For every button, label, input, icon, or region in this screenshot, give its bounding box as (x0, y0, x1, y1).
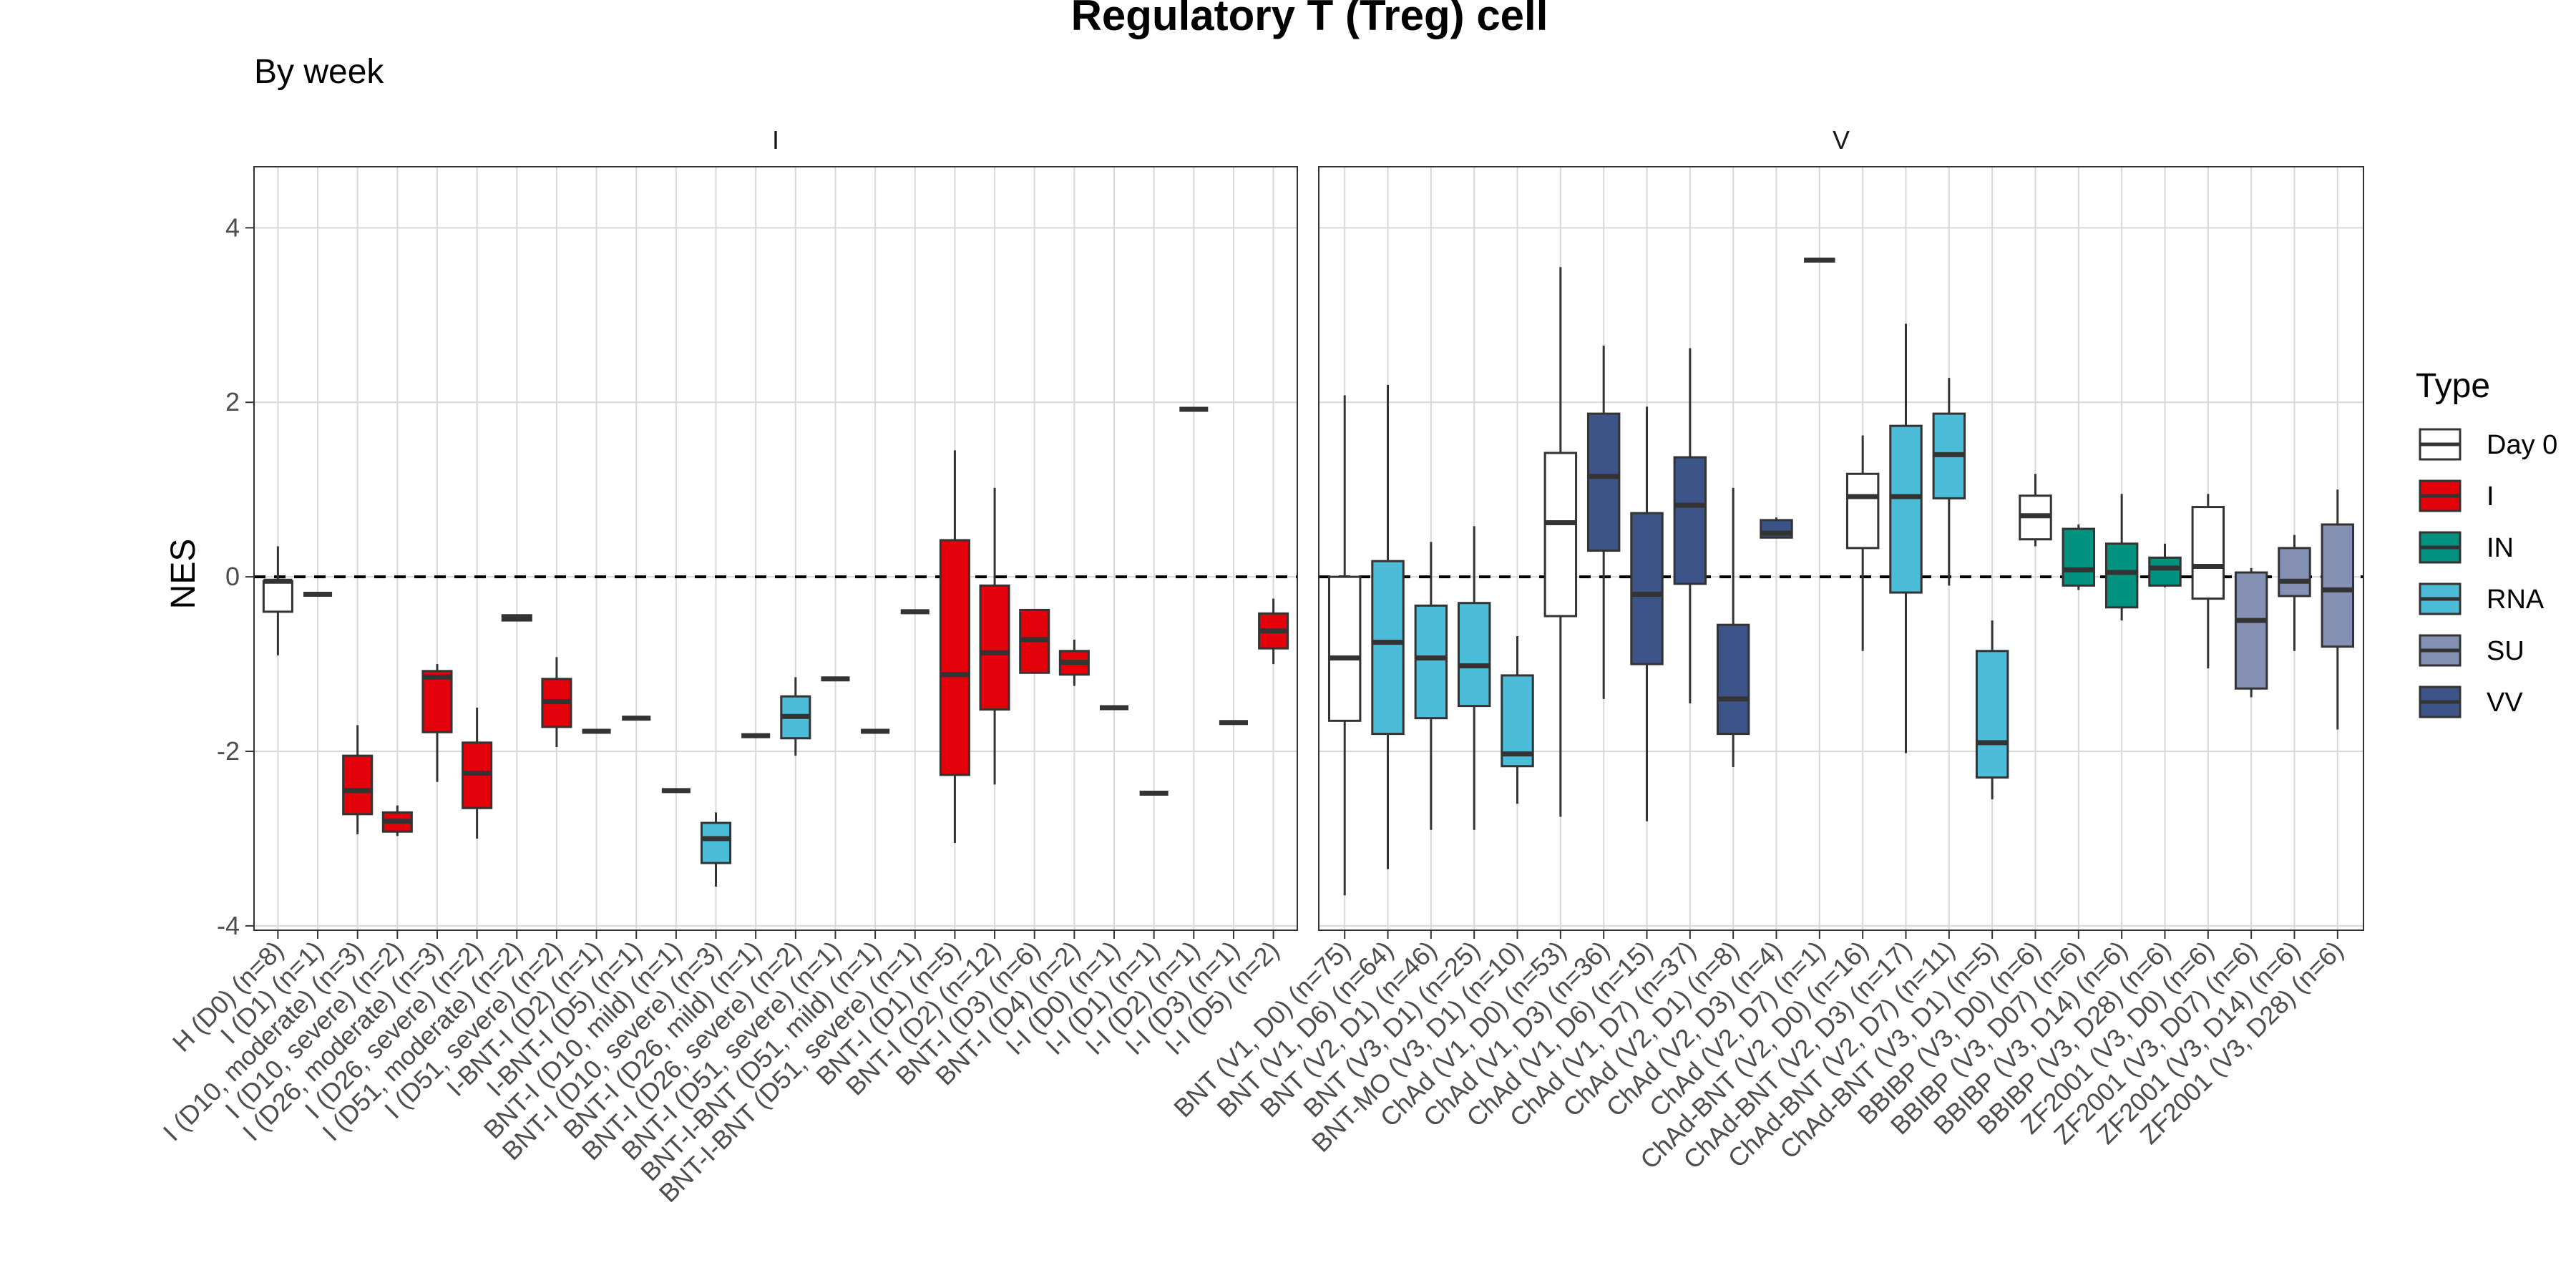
box-body (2191, 506, 2225, 600)
box-1-10 (1760, 517, 1793, 539)
box-0-5 (462, 708, 493, 839)
box-1-6 (1586, 345, 1621, 699)
legend-label: IN (2487, 533, 2514, 563)
box-1-8 (1673, 348, 1707, 703)
box-body (1673, 456, 1707, 585)
box-0-3 (381, 805, 413, 836)
box-0-13 (780, 677, 811, 756)
box-1-20 (2191, 494, 2225, 669)
box-body (1371, 560, 1405, 736)
box-body (2104, 542, 2139, 609)
box-body (1414, 604, 1448, 720)
box-body (700, 821, 732, 864)
box-body (421, 670, 453, 733)
box-1-21 (2234, 567, 2268, 698)
y-axis-label: NES (165, 539, 203, 610)
box-1-15 (1975, 620, 2009, 800)
box-1-16 (2019, 474, 2052, 547)
panel-background (1319, 167, 2363, 930)
legend-item: RNA (2419, 582, 2545, 615)
legend-item: IN (2419, 531, 2514, 564)
box-0-6 (501, 614, 532, 622)
panel-border (253, 166, 1298, 931)
box-1-14 (1932, 378, 1966, 586)
box-1-13 (1889, 323, 1923, 753)
box-body (1586, 412, 1621, 552)
box-body (1501, 674, 1534, 768)
legend-label: RNA (2487, 585, 2545, 615)
box-body (1630, 512, 1664, 665)
box-1-19 (2148, 543, 2182, 587)
box-body (2321, 523, 2355, 648)
box-body (939, 539, 970, 776)
legend-item: SU (2419, 634, 2524, 667)
box-1-18 (2104, 494, 2139, 621)
legend-item: I (2419, 479, 2494, 512)
box-1-4 (1501, 636, 1534, 804)
chart-title: Regulatory T (Treg) cell (1071, 0, 1548, 39)
box-1-22 (2278, 535, 2311, 651)
box-body (1457, 602, 1491, 708)
y-tick-label: 2 (225, 387, 240, 416)
box-body (2062, 527, 2096, 587)
box-0-2 (342, 725, 374, 834)
box-body (262, 580, 293, 613)
y-tick-label: -2 (217, 736, 240, 766)
box-1-7 (1630, 406, 1664, 821)
y-tick-label: 4 (225, 213, 240, 242)
legend: Type Day 0 I IN RNA SU VV (2416, 367, 2557, 718)
panel-1: BNT (V1, D0) (n=75)BNT (V1, D6) (n=64)BN… (1168, 125, 2364, 1174)
legend-label: SU (2487, 636, 2524, 666)
y-tick-label: 0 (225, 562, 240, 591)
y-tick-label: -4 (217, 911, 240, 940)
box-body (979, 584, 1010, 711)
box-body (2278, 547, 2311, 597)
box-0-7 (541, 657, 572, 747)
box-0-25 (1258, 598, 1289, 665)
panel-border (1318, 166, 2364, 931)
box-0-11 (700, 812, 732, 887)
box-1-17 (2062, 524, 2096, 590)
box-body (2148, 556, 2182, 587)
box-1-5 (1543, 267, 1578, 817)
box-body (2234, 571, 2268, 690)
box-1-2 (1414, 542, 1448, 830)
chart-subtitle: By week (254, 53, 384, 91)
box-body (1845, 472, 1880, 550)
legend-item: Day 0 (2419, 428, 2557, 461)
box-1-0 (1327, 395, 1362, 896)
box-body (1975, 650, 2009, 779)
box-0-19 (1019, 608, 1050, 674)
chart-panels: H (D0) (n=8)I (D1) (n=1)I (D10, moderate… (157, 125, 2364, 1208)
box-body (1327, 575, 1362, 722)
box-body (342, 754, 374, 816)
box-0-18 (979, 487, 1010, 785)
box-0-0 (262, 546, 293, 655)
box-body (1716, 623, 1750, 736)
box-0-4 (421, 664, 453, 782)
box-body (1889, 424, 1923, 594)
box-0-17 (939, 450, 970, 844)
panel-0: H (D0) (n=8)I (D1) (n=1)I (D10, moderate… (157, 125, 1298, 1208)
box-1-1 (1371, 384, 1405, 869)
panel-strip-label: I (772, 125, 779, 155)
legend-item: VV (2419, 686, 2523, 718)
panel-background (254, 167, 1297, 930)
box-1-23 (2321, 489, 2355, 730)
box-1-3 (1457, 526, 1491, 830)
panel-strip-label: V (1833, 125, 1850, 155)
box-1-12 (1845, 435, 1880, 651)
legend-label: VV (2487, 688, 2523, 718)
legend-title: Type (2416, 367, 2490, 405)
legend-label: Day 0 (2487, 430, 2557, 460)
legend-label: I (2487, 482, 2494, 512)
box-0-20 (1058, 639, 1090, 686)
box-1-9 (1716, 487, 1750, 767)
box-body (1543, 452, 1578, 618)
